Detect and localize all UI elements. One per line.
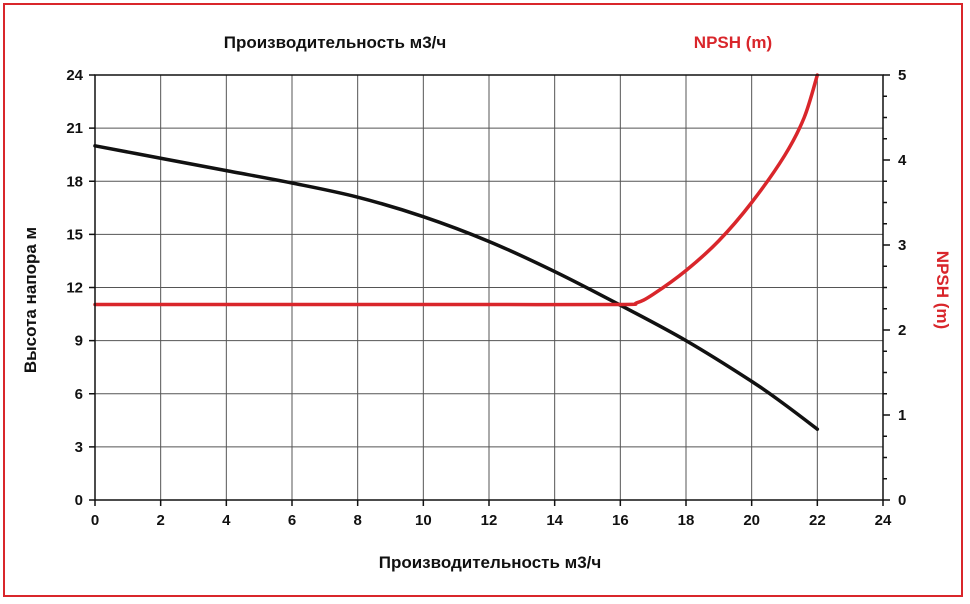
y2-tick-label: 5 xyxy=(898,67,906,84)
x-tick-label: 14 xyxy=(546,512,563,529)
x-tick-label: 4 xyxy=(222,512,231,529)
y2-tick-label: 4 xyxy=(898,152,907,169)
axes xyxy=(89,74,890,506)
y-tick-label: 18 xyxy=(66,173,83,190)
y-axis-label: Высота напора м xyxy=(21,227,40,373)
top-right-label: NPSH (m) xyxy=(694,33,772,52)
x-tick-label: 0 xyxy=(91,512,99,529)
plot-border xyxy=(94,74,884,501)
x-tick-label: 6 xyxy=(288,512,296,529)
x-tick-label: 20 xyxy=(743,512,760,529)
y-tick-label: 0 xyxy=(75,492,83,509)
y-tick-label: 3 xyxy=(75,439,83,456)
chart-frame xyxy=(3,3,963,597)
x-tick-label: 12 xyxy=(481,512,498,529)
y2-tick-label: 3 xyxy=(898,237,906,254)
tick-labels: 0 2 4 6 8 10 12 14 16 18 20 22 240369121518212401234… xyxy=(66,67,907,529)
y-tick-label: 9 xyxy=(75,333,83,350)
x-tick-label: 24 xyxy=(875,512,892,529)
y-tick-label: 21 xyxy=(66,120,83,137)
npsh-curve xyxy=(93,73,820,307)
series-group xyxy=(93,73,820,431)
y-tick-label: 24 xyxy=(66,67,83,84)
x-tick-label: 16 xyxy=(612,512,629,529)
x-tick-label: 8 xyxy=(353,512,361,529)
y2-tick-label: 0 xyxy=(898,492,906,509)
x-tick-label: 10 xyxy=(415,512,432,529)
x-tick-label: 2 xyxy=(156,512,164,529)
grid-lines xyxy=(95,75,883,500)
y-tick-label: 12 xyxy=(66,280,83,297)
y2-axis-label: NPSH (m) xyxy=(933,251,952,329)
x-axis-label: Производительность м3/ч xyxy=(379,553,602,572)
y2-tick-label: 1 xyxy=(898,407,906,424)
top-left-label: Производительность м3/ч xyxy=(224,33,447,52)
y-tick-label: 15 xyxy=(66,226,83,243)
head-curve xyxy=(93,144,820,431)
x-tick-label: 18 xyxy=(678,512,695,529)
x-tick-label: 22 xyxy=(809,512,826,529)
y-tick-label: 6 xyxy=(75,386,83,403)
y2-tick-label: 2 xyxy=(898,322,906,339)
